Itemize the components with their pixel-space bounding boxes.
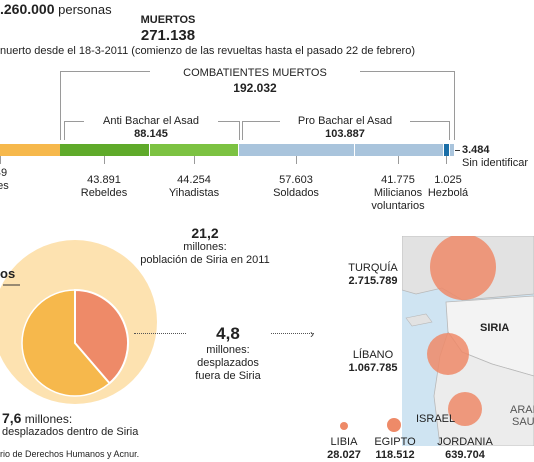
bar-name-hezbola: Hezbolá	[427, 187, 469, 199]
egipto-name: EGIPTO	[374, 436, 416, 448]
population-chart	[0, 240, 157, 404]
pop-os-fragment: os	[0, 266, 16, 281]
map-label-israel: ISRAEL	[416, 413, 456, 425]
sin-identificar-value: 3.484	[462, 144, 490, 156]
jordania-name: JORDANIA	[437, 436, 493, 448]
bubble-libia	[340, 422, 348, 430]
libia-value: 28.027	[327, 449, 361, 461]
anti-label: Anti Bachar el Asad	[84, 115, 218, 128]
bar-label-soldados: 57.603 Soldados	[266, 174, 326, 200]
bar-segment-rebeldes	[60, 144, 149, 156]
pop-in-desc: desplazados dentro de Siria	[2, 426, 139, 438]
bar-value-soldados: 57.603	[279, 174, 313, 186]
population-header: .260.000 personas	[0, 1, 112, 17]
muertos-value: 271.138	[140, 27, 196, 44]
bubble-libano	[427, 333, 469, 375]
bar-value-bres: 749	[0, 167, 8, 179]
population-label: personas	[58, 2, 112, 17]
bar-segment-bres	[0, 144, 60, 156]
bar-name-soldados: Soldados	[273, 187, 319, 199]
sin-identificar-label: Sin identificar	[462, 157, 529, 169]
map-label-arab2: SAU	[512, 416, 534, 428]
tick-hezbola	[446, 156, 447, 164]
pop-total-line2: población de Siria en 2011	[140, 254, 270, 266]
turquia-value: 2.715.789	[348, 275, 398, 287]
bar-value-rebeldes: 43.891	[87, 174, 121, 186]
bar-value-hezbola: 1.025	[434, 174, 462, 186]
pop-out-line3: fuera de Siria	[195, 370, 261, 382]
bar-name2-milicianos: voluntarios	[371, 200, 425, 212]
bar-label-hezbola: 1.025 Hezbolá	[426, 174, 470, 200]
pop-in-value: 7,6	[2, 410, 22, 426]
map-label-siria: SIRIA	[480, 322, 510, 334]
libano-name: LÍBANO	[352, 349, 394, 361]
bubble-egipto	[387, 418, 401, 432]
bar-name-bres: bres	[0, 180, 9, 192]
arrow-head-icon: ›	[310, 327, 314, 341]
jordania-value: 639.704	[445, 449, 485, 461]
pie-slice-fuera	[74, 288, 129, 385]
bar-label-bres: 749 bres	[0, 167, 16, 193]
bar-name-milicianos: Milicianos	[373, 187, 423, 199]
tick-milicianos	[398, 156, 399, 164]
tick-yihadistas	[194, 156, 195, 164]
map-label-turquia: TURQUÍA 2.715.789	[338, 262, 408, 288]
map-label-libia: LIBIA 28.027	[322, 436, 366, 462]
pop-in-unit: millones:	[21, 412, 73, 426]
tick-bres	[0, 156, 1, 164]
source-note: rio de Derechos Humanos y Acnur.	[0, 449, 140, 459]
map-label-libano: LÍBANO 1.067.785	[338, 349, 408, 375]
pop-out-value: 4,8	[216, 324, 240, 343]
bar-value-milicianos: 41.775	[381, 174, 415, 186]
bar-label-rebeldes: 43.891 Rebeldes	[74, 174, 134, 200]
pop-total-line1: millones:	[183, 241, 227, 253]
sin-identificar-leader	[455, 150, 460, 151]
pop-in-label: 7,6 millones: desplazados dentro de Siri…	[2, 410, 138, 439]
bar-value-yihadistas: 44.254	[177, 174, 211, 186]
bar-segment-milicianos	[355, 144, 443, 156]
pop-in-value-line: 7,6 millones:	[2, 410, 138, 426]
bar-segment-yihadistas	[150, 144, 238, 156]
bar-label-milicianos: 41.775 Milicianos voluntarios	[363, 174, 433, 213]
bar-segment-soldados	[239, 144, 354, 156]
population-value: .260.000	[0, 1, 55, 17]
turquia-name: TURQUÍA	[348, 262, 398, 274]
map-label-arab1: ARAB	[510, 404, 534, 416]
combatientes-value: 192.032	[233, 81, 277, 95]
bar-name-rebeldes: Rebeldes	[80, 187, 128, 199]
pop-out-label: 4,8 millones: desplazados fuera de Siria	[186, 324, 270, 383]
pop-total-label: 21,2 millones: población de Siria en 201…	[130, 225, 280, 267]
pop-out-line1: millones:	[206, 344, 250, 356]
libano-value: 1.067.785	[348, 362, 398, 374]
refugee-map	[402, 236, 534, 446]
combatientes-label: COMBATIENTES MUERTOS	[150, 67, 360, 80]
libia-name: LIBIA	[330, 436, 358, 448]
pop-out-line2: desplazados	[197, 357, 259, 369]
bubble-turquia	[430, 236, 496, 300]
land-cyprus	[405, 313, 433, 327]
tick-soldados	[296, 156, 297, 164]
egipto-value: 118.512	[375, 449, 415, 461]
pro-label: Pro Bachar el Asad	[280, 115, 410, 128]
bar-segment-sin-identificar	[450, 144, 454, 156]
map-label-jordania: JORDANIA 639.704	[430, 436, 500, 462]
bar-name-yihadistas: Yihadistas	[168, 187, 220, 199]
pop-total-value: 21,2	[191, 225, 219, 241]
map-label-egipto: EGIPTO 118.512	[372, 436, 418, 462]
bar-label-yihadistas: 44.254 Yihadistas	[164, 174, 224, 200]
pro-value: 103.887	[280, 128, 410, 140]
muertos-label: MUERTOS	[140, 14, 196, 26]
anti-value: 88.145	[84, 128, 218, 140]
muertos-note: nuerto desde el 18-3-2011 (comienzo de l…	[0, 45, 416, 57]
bar-label-sin-identificar: 3.484 Sin identificar	[462, 144, 528, 170]
tick-rebeldes	[104, 156, 105, 164]
bubble-jordania	[448, 392, 482, 426]
bar-segment-hezbola	[444, 144, 449, 156]
